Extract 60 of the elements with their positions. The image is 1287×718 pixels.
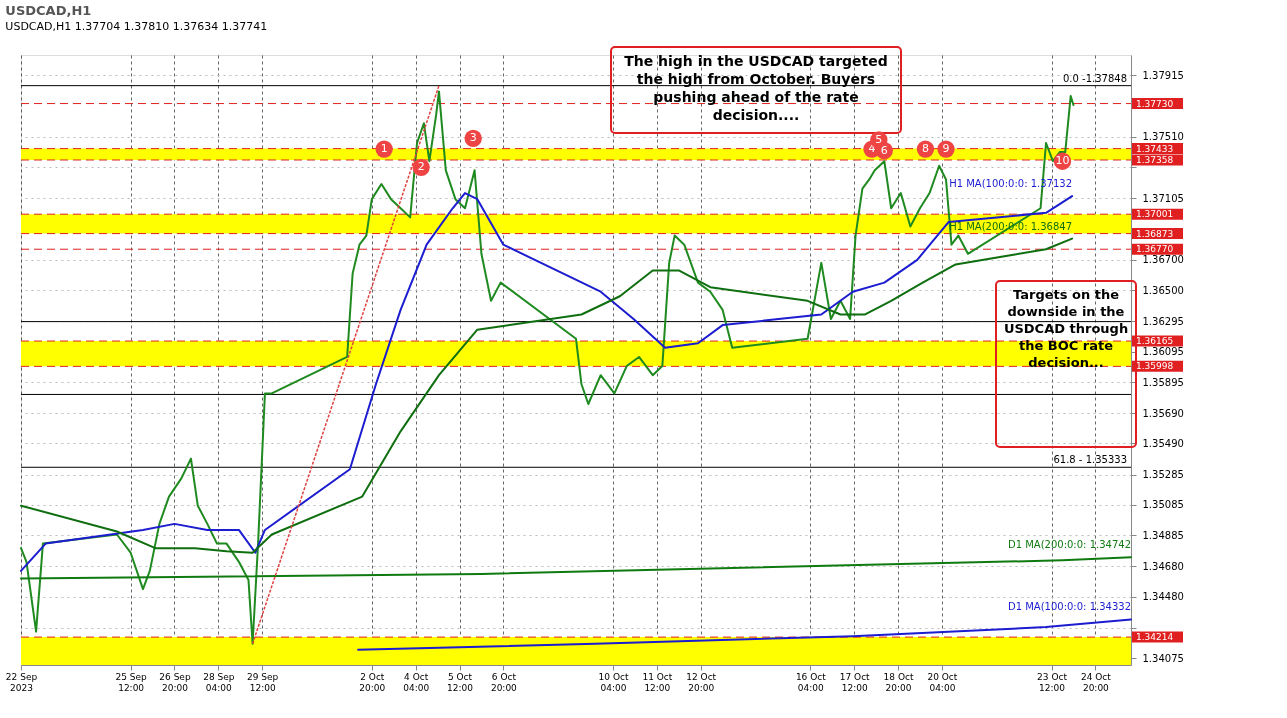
x-tick-label: 23 Oct 12:00 (1037, 671, 1068, 693)
ref-line-label: 1.37358 (1136, 155, 1174, 165)
x-tick-label: 16 Oct 04:00 (795, 671, 827, 693)
y-tick-label: 1.34075 (1142, 652, 1184, 664)
x-tick-label: 10 Oct 04:00 (598, 671, 629, 693)
x-tick-label: 12 Oct 20:00 (686, 671, 717, 693)
x-tick-label: 6 Oct 20:00 (490, 671, 518, 693)
annotation: 8 (921, 142, 929, 156)
ref-line-label: 1.36873 (1136, 228, 1174, 239)
ref-line-label: 1.34214 (1136, 632, 1174, 643)
annotation: The high in the USDCAD targeted the high from October. Buyers pushing ahead of the rate decision.... (624, 53, 888, 123)
series-label: D1 MA(100:0:0: 1.34332 (1007, 601, 1131, 613)
line-series (20, 556, 1132, 580)
x-tick-label: 20 Oct 04:00 (927, 671, 958, 693)
y-tick-label: 1.37105 (1142, 192, 1184, 204)
ref-line-label: 1.37730 (1136, 98, 1174, 109)
y-tick-label: 1.35895 (1142, 376, 1184, 388)
x-tick-label: 26 Sep 20:00 (159, 671, 191, 693)
line-series (357, 618, 1132, 651)
y-tick-label: 1.36500 (1142, 284, 1184, 296)
y-tick-label: 1.37510 (1142, 131, 1184, 143)
chart-subtitle: USDCAD,H1 1.37704 1.37810 1.37634 1.37741 (5, 20, 268, 33)
x-tick-label: 29 Sep 12:00 (247, 671, 279, 693)
annotation: 6 (880, 143, 888, 157)
x-tick-label: 24 Oct 20:00 (1080, 671, 1112, 693)
x-tick-label: 5 Oct 12:00 (447, 671, 474, 693)
y-tick-label: 1.34680 (1142, 560, 1184, 572)
x-tick-label: 25 Sep 12:00 (115, 671, 148, 693)
chart-title: USDCAD,H1 (5, 3, 92, 18)
annotation: 3 (469, 131, 477, 145)
x-tick-label: 18 Oct 20:00 (883, 671, 914, 693)
ref-line-label: 1.37433 (1136, 143, 1174, 154)
annotation: 0.0 -1.37848 (1062, 72, 1127, 84)
y-tick-label: 1.35285 (1142, 469, 1184, 481)
x-tick-label: 22 Sep 2023 (5, 671, 38, 693)
annotation: 10 (1055, 154, 1070, 168)
ref-line-label: 1.36165 (1136, 336, 1174, 347)
annotation: 5 (875, 132, 883, 146)
series-label: D1 MA(200:0:0: 1.34742 (1007, 539, 1131, 551)
ref-line-label: 1.36770 (1136, 244, 1174, 255)
y-tick-label: 1.36095 (1142, 346, 1184, 358)
y-tick-label: 1.34480 (1142, 591, 1184, 603)
y-tick-label: 1.35490 (1142, 437, 1184, 449)
ref-line-label: 1.37001 (1136, 209, 1174, 220)
x-tick-label: 17 Oct 12:00 (839, 671, 871, 693)
x-tick-label: 28 Sep 04:00 (203, 671, 235, 693)
y-tick-label: 1.36700 (1142, 254, 1184, 266)
x-tick-label: 11 Oct 12:00 (642, 671, 673, 693)
y-tick-label: 1.34885 (1142, 529, 1184, 541)
x-tick-label: 2 Oct 20:00 (359, 671, 386, 693)
annotation: 1 (380, 142, 388, 156)
annotation: 9 (942, 142, 950, 156)
x-tick-label: 4 Oct 04:00 (403, 671, 430, 693)
annotation: 2 (417, 160, 425, 174)
y-tick-label: 1.36295 (1142, 315, 1184, 327)
ref-line-label: 1.35998 (1136, 361, 1174, 372)
y-tick-label: 1.37915 (1142, 69, 1184, 81)
y-tick-label: 1.35690 (1142, 407, 1184, 419)
y-tick-label: 1.35085 (1142, 499, 1184, 511)
annotation: 61.8 - 1.35333 (1053, 454, 1127, 466)
